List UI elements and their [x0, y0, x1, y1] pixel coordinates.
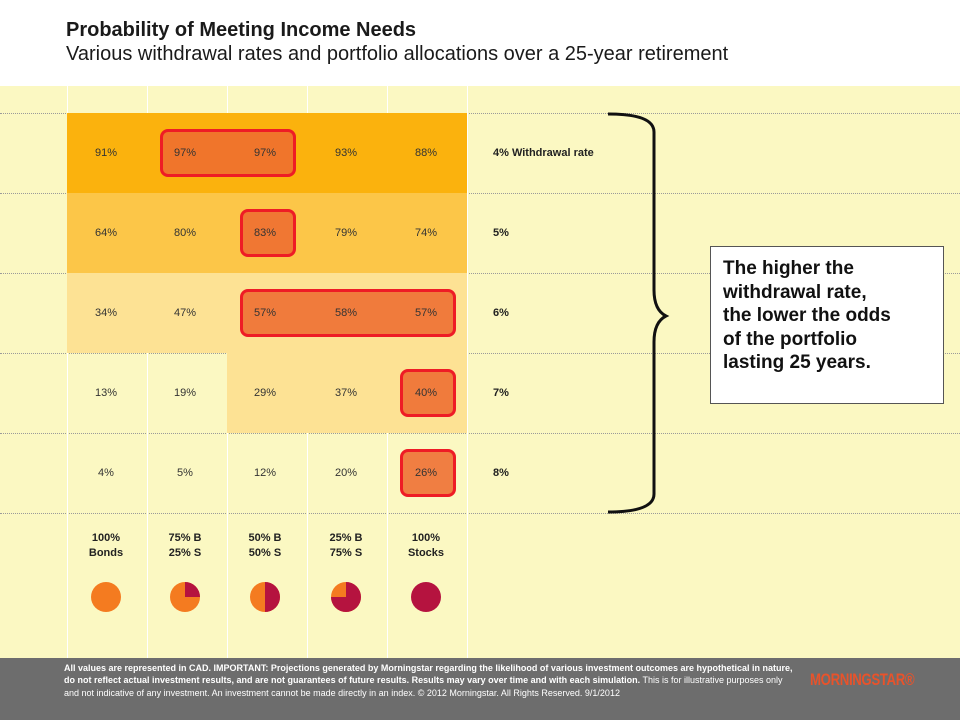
value-label: 57%: [253, 307, 277, 319]
allocation-label: 100% Stocks: [386, 531, 466, 561]
disclaimer-bold: All values are represented in CAD. IMPOR…: [64, 663, 793, 686]
heatmap-cell: [307, 193, 387, 273]
gridline: [0, 433, 960, 434]
footer: All values are represented in CAD. IMPOR…: [0, 658, 960, 720]
allocation-label: 100% Bonds: [66, 531, 146, 561]
allocation-line: Bonds: [88, 547, 124, 559]
heatmap-cell: [387, 193, 467, 273]
row-label: 5%: [493, 227, 509, 239]
gridline: [0, 113, 960, 114]
allocation-line: Stocks: [407, 547, 445, 559]
callout-line: the lower the odds: [723, 305, 891, 326]
value-label: 34%: [94, 307, 118, 319]
disclaimer-rest: This is for illustrative purposes only a…: [64, 675, 783, 698]
highlight-box: [400, 369, 456, 417]
title-area: Probability of Meeting Income Needs Vari…: [0, 0, 960, 86]
allocation-line: 50% S: [248, 547, 282, 559]
value-label: 83%: [253, 227, 277, 239]
chart-subtitle: Various withdrawal rates and portfolio a…: [66, 43, 729, 65]
row-label: 7%: [493, 387, 509, 399]
heatmap-cell: [307, 113, 387, 193]
heatmap-cell: [227, 353, 307, 433]
row-label: 6%: [493, 307, 509, 319]
value-label: 29%: [253, 387, 277, 399]
allocation-label: 75% B 25% S: [145, 531, 225, 561]
allocation-line: 75% S: [329, 547, 363, 559]
allocation-label: 25% B 75% S: [306, 531, 386, 561]
allocation-pie: [331, 582, 361, 612]
gridline: [0, 513, 960, 514]
highlight-box: [160, 129, 296, 177]
heatmap-cell: [67, 193, 147, 273]
row-label: 8%: [493, 467, 509, 479]
allocation-pie: [91, 582, 121, 612]
allocation-line: 100%: [91, 532, 121, 544]
column-divider: [467, 86, 468, 658]
value-label: 4%: [98, 467, 114, 479]
value-label: 57%: [414, 307, 438, 319]
value-label: 47%: [173, 307, 197, 319]
value-label: 74%: [414, 227, 438, 239]
column-divider: [147, 86, 148, 658]
value-label: 93%: [334, 147, 358, 159]
pie-slice-stocks: [331, 582, 361, 612]
callout-line: The higher the: [723, 258, 854, 279]
bracket-icon: [607, 112, 670, 514]
pie-slice-bonds: [91, 582, 121, 612]
heatmap-cell: [67, 113, 147, 193]
allocation-pie: [170, 582, 200, 612]
gridline: [0, 193, 960, 194]
pie-slice-stocks: [185, 582, 200, 597]
value-label: 88%: [414, 147, 438, 159]
value-label: 37%: [334, 387, 358, 399]
pie-slice-bonds: [411, 582, 441, 612]
gridline: [0, 273, 960, 274]
value-label: 91%: [94, 147, 118, 159]
value-label: 97%: [173, 147, 197, 159]
heatmap-cell: [147, 273, 227, 353]
highlight-box: [400, 449, 456, 497]
allocation-line: 50% B: [248, 532, 282, 544]
callout-line: of the portfolio: [723, 328, 858, 350]
value-label: 40%: [414, 387, 438, 399]
disclaimer: All values are represented in CAD. IMPOR…: [64, 662, 794, 699]
morningstar-logo: MORNINGSTAR®: [810, 670, 915, 689]
value-label: 20%: [334, 467, 358, 479]
heatmap-cell: [307, 353, 387, 433]
callout-line: withdrawal rate,: [723, 281, 867, 303]
value-label: 12%: [253, 467, 277, 479]
column-divider: [67, 86, 68, 658]
value-label: 97%: [253, 147, 277, 159]
callout-box: The higher the withdrawal rate, the lowe…: [710, 246, 944, 404]
allocation-line: 75% B: [168, 532, 202, 544]
value-label: 26%: [414, 467, 438, 479]
allocation-label: 50% B 50% S: [225, 531, 305, 561]
value-label: 13%: [94, 387, 118, 399]
heatmap-cell: [387, 113, 467, 193]
highlight-box: [240, 209, 296, 257]
heatmap-cell: [67, 273, 147, 353]
heatmap-cell: [147, 193, 227, 273]
allocation-pie: [411, 582, 441, 612]
value-label: 79%: [334, 227, 358, 239]
chart-title: Probability of Meeting Income Needs: [66, 19, 417, 41]
value-label: 80%: [173, 227, 197, 239]
value-label: 64%: [94, 227, 118, 239]
pie-slice-stocks: [265, 582, 280, 612]
value-label: 58%: [334, 307, 358, 319]
highlight-box: [240, 289, 456, 337]
gridline: [0, 353, 960, 354]
value-label: 19%: [173, 387, 197, 399]
allocation-line: 25% S: [168, 547, 202, 559]
allocation-line: 25% B: [329, 532, 363, 544]
allocation-line: 100%: [411, 532, 441, 544]
row-label: 4% Withdrawal rate: [493, 147, 594, 159]
allocation-pie: [250, 582, 280, 612]
callout-line: lasting 25 years.: [723, 352, 871, 373]
value-label: 5%: [177, 467, 193, 479]
